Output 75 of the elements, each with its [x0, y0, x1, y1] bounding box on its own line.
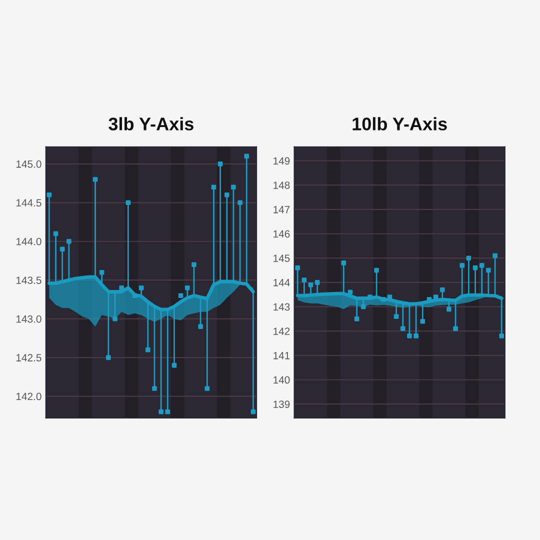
y-tick-label: 147	[274, 206, 290, 214]
point	[250, 409, 256, 414]
y-tick-label: 142.0	[16, 392, 42, 400]
y-tick-label: 140	[274, 376, 290, 384]
point	[66, 238, 72, 244]
point	[440, 287, 445, 292]
point	[165, 409, 170, 414]
point	[198, 324, 203, 329]
point	[295, 265, 300, 270]
point	[132, 293, 138, 298]
point	[152, 386, 157, 391]
point	[499, 334, 504, 338]
y-tick-label: 148	[274, 182, 290, 189]
y-tick-label: 149	[274, 157, 290, 165]
point	[53, 231, 58, 236]
point	[361, 304, 366, 310]
point	[158, 409, 164, 414]
y-tick-label: 144	[274, 279, 290, 286]
point	[218, 162, 223, 166]
point	[238, 200, 242, 206]
point	[341, 260, 346, 266]
point	[224, 192, 230, 198]
point	[400, 326, 406, 332]
y-tick-label: 142.5	[16, 354, 42, 362]
point	[92, 177, 98, 182]
point	[244, 154, 250, 159]
y-tick-label: 145.0	[16, 160, 42, 168]
point	[185, 285, 190, 290]
point	[231, 184, 236, 190]
point	[407, 334, 412, 338]
point	[112, 316, 118, 322]
point	[492, 253, 498, 258]
point	[374, 268, 379, 273]
point	[60, 246, 65, 252]
point	[126, 200, 131, 206]
point	[146, 347, 150, 352]
point	[394, 314, 399, 319]
y-tick-label: 142	[274, 328, 290, 335]
point	[302, 278, 307, 282]
point	[486, 268, 491, 273]
point	[466, 256, 472, 260]
point	[354, 316, 360, 322]
point	[204, 386, 210, 391]
y-tick-label: 146	[274, 230, 290, 238]
y-tick-label: 141	[274, 352, 290, 360]
point	[348, 290, 353, 295]
y-tick-label: 144.5	[16, 199, 42, 207]
point	[479, 262, 484, 268]
point	[46, 192, 52, 198]
point	[314, 280, 320, 285]
y-tick-label: 143.5	[16, 276, 42, 284]
y-tick-label: 144.0	[16, 238, 42, 246]
y-tick-label: 139	[274, 400, 290, 408]
y-tick-label: 145	[274, 254, 290, 262]
point	[106, 355, 111, 360]
point	[138, 285, 144, 290]
y-tick-label: 143.0	[16, 315, 42, 323]
point	[453, 326, 458, 332]
point	[119, 285, 124, 290]
point	[211, 184, 216, 190]
y-tick-label: 143	[274, 303, 290, 311]
point	[446, 306, 452, 312]
point	[192, 262, 196, 267]
point	[414, 334, 418, 338]
point	[420, 318, 426, 324]
chart-title: 10lb Y-Axis	[352, 117, 447, 130]
point	[460, 262, 465, 268]
point	[472, 265, 478, 270]
point	[178, 293, 184, 298]
point	[172, 362, 177, 368]
point	[308, 282, 314, 288]
chart-title: 3lb Y-Axis	[108, 117, 194, 130]
point	[433, 294, 438, 300]
point	[99, 270, 104, 275]
point	[380, 297, 386, 302]
